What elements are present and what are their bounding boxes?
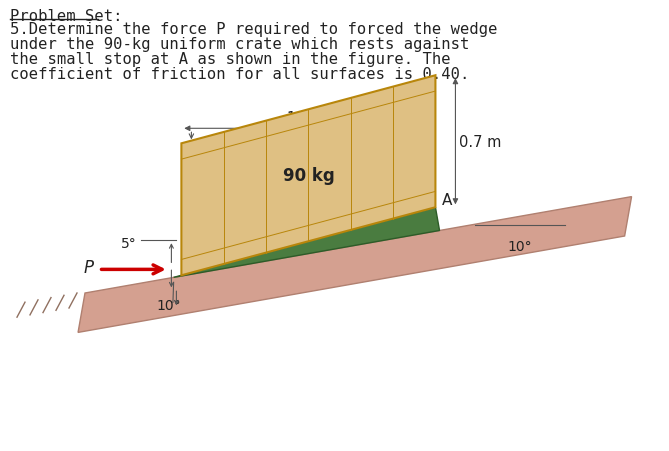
Text: 5.Determine the force P required to forced the wedge: 5.Determine the force P required to forc… (10, 22, 498, 37)
Text: under the 90-kg uniform crate which rests against: under the 90-kg uniform crate which rest… (10, 37, 470, 52)
Text: 90 kg: 90 kg (282, 167, 334, 185)
Polygon shape (78, 197, 632, 333)
Polygon shape (174, 208, 440, 278)
Text: Problem Set:: Problem Set: (10, 9, 122, 24)
Text: coefficient of friction for all surfaces is 0.40.: coefficient of friction for all surfaces… (10, 67, 470, 82)
Text: 10°: 10° (508, 240, 533, 254)
Text: A: A (442, 192, 452, 207)
Text: the small stop at A as shown in the figure. The: the small stop at A as shown in the figu… (10, 52, 451, 67)
Text: 0.7 m: 0.7 m (460, 134, 502, 149)
Text: 10°: 10° (156, 299, 181, 313)
Text: P: P (84, 259, 94, 277)
Text: 1.2 m: 1.2 m (287, 111, 330, 126)
Polygon shape (181, 76, 436, 276)
Text: 5°: 5° (120, 237, 136, 251)
